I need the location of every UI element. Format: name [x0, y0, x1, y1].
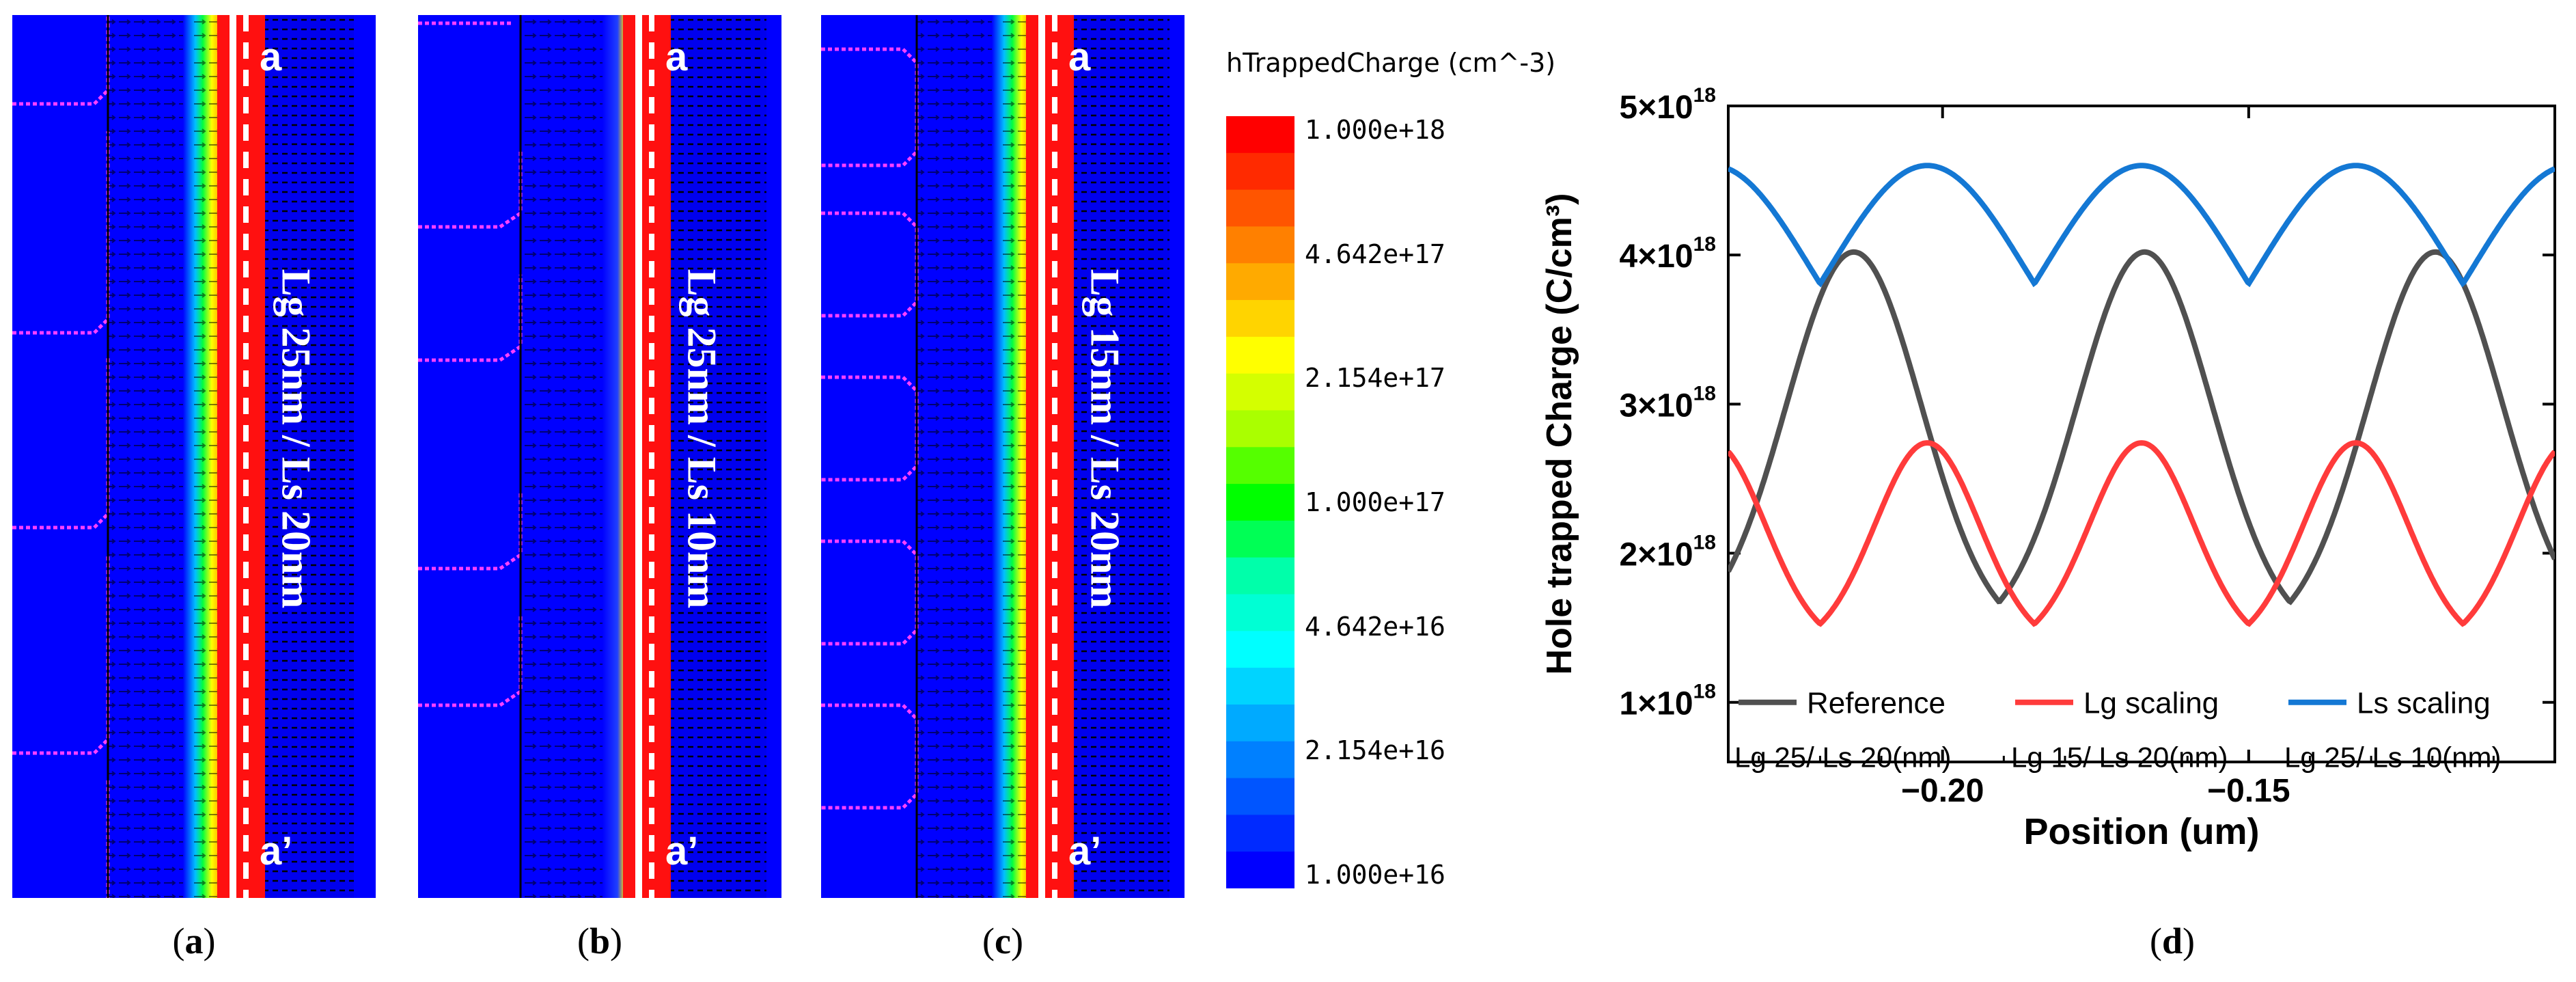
legend-label: Lg scaling	[2083, 687, 2219, 720]
colorbar-tick-label: 4.642e+16	[1305, 611, 1445, 642]
plot-frame	[1727, 105, 2556, 763]
panel-b-device-label: Lg 25nm / Ls 10nm	[679, 269, 725, 609]
colorbar-swatch	[1226, 152, 1294, 191]
colorbar-tick-label: 2.154e+17	[1305, 363, 1445, 394]
simulation-map-a	[12, 15, 376, 898]
legend-sublabel: Lg 15/ Ls 20(nm)	[2011, 741, 2228, 774]
colorbar-swatch	[1226, 300, 1294, 338]
simulation-panel-c: a a’ Lg 15nm / Ls 20nm	[821, 15, 1185, 898]
simulation-panel-b: a a’ Lg 25nm / Ls 10nm	[418, 15, 781, 898]
caption-a: (a)	[172, 920, 216, 961]
panel-b-bottom-label: a’	[665, 829, 699, 873]
panel-b-top-label: a	[665, 35, 688, 79]
colorbar-swatch	[1226, 263, 1294, 301]
colorbar-swatch	[1226, 704, 1294, 742]
caption-a-letter: a	[184, 920, 204, 961]
colorbar-tick-label: 1.000e+18	[1305, 115, 1445, 145]
colorbar-tick-label: 1.000e+16	[1305, 860, 1445, 890]
caption-d-letter: d	[2161, 920, 2183, 961]
legend-sublabel: Lg 25/ Ls 20(nm)	[1734, 741, 1952, 774]
panel-c-bottom-label: a’	[1068, 829, 1102, 873]
caption-d: (d)	[2149, 920, 2195, 961]
colorbar-swatch	[1226, 594, 1294, 631]
colorbar-swatch	[1226, 116, 1294, 154]
colorbar-swatch	[1226, 631, 1294, 668]
colorbar-swatch	[1226, 778, 1294, 815]
panel-c-device-label: Lg 15nm / Ls 20nm	[1082, 269, 1128, 609]
colorbar-swatch	[1226, 668, 1294, 705]
legend-label: Ls scaling	[2357, 687, 2491, 720]
panel-a-device-label: Lg 25nm / Ls 20nm	[273, 269, 319, 609]
y-tick-label: 5×1018	[1620, 84, 1717, 126]
series-line-ls-scaling	[1728, 163, 2555, 288]
caption-c-letter: c	[995, 920, 1011, 961]
colorbar-swatch	[1226, 815, 1294, 852]
simulation-map-c	[821, 15, 1185, 898]
x-axis-label: Position (um)	[2024, 811, 2260, 852]
colorbar-tick-label: 4.642e+17	[1305, 238, 1445, 269]
panel-c-top-label: a	[1068, 35, 1091, 79]
colorbar-title: hTrappedCharge (cm^-3)	[1226, 48, 1556, 78]
colorbar-swatch	[1226, 557, 1294, 595]
simulation-map-b	[418, 15, 781, 898]
colorbar-swatch	[1226, 741, 1294, 779]
panel-a-bottom-label: a’	[260, 829, 293, 873]
panel-a-top-label: a	[260, 35, 282, 79]
series-line-lg-scaling	[1728, 440, 2555, 627]
colorbar-swatch	[1226, 226, 1294, 264]
colorbar-swatch	[1226, 447, 1294, 485]
caption-b: (b)	[577, 920, 622, 961]
simulation-panel-a: a a’ Lg 25nm / Ls 20nm	[12, 15, 376, 898]
x-tick-label: −0.20	[1901, 773, 1984, 809]
legend-sublabel: Lg 25/ Ls 10(nm)	[2284, 741, 2502, 774]
y-tick-label: 2×1018	[1620, 532, 1717, 573]
y-tick-label: 3×1018	[1620, 382, 1717, 424]
y-tick-label: 4×1018	[1620, 233, 1717, 275]
series-line-reference	[1728, 249, 2555, 605]
caption-b-letter: b	[589, 920, 611, 961]
colorbar-swatch	[1226, 189, 1294, 228]
colorbar-swatch	[1226, 410, 1294, 448]
colorbar-tick-label: 2.154e+16	[1305, 735, 1445, 766]
colorbar	[1226, 116, 1294, 888]
chart-d: 1×1018 2×1018 3×1018 4×1018 5×1018 −0.20 −0.15…	[1540, 84, 2556, 852]
colorbar-swatch	[1226, 484, 1294, 521]
y-tick-label: 1×1018	[1620, 681, 1717, 722]
y-axis-label: Hole trapped Charge (C/cm³)	[1540, 193, 1579, 675]
caption-c: (c)	[982, 920, 1023, 961]
colorbar-swatch	[1226, 336, 1294, 374]
x-tick-label: −0.15	[2207, 773, 2290, 809]
legend-label: Reference	[1807, 687, 1945, 720]
colorbar-swatch	[1226, 373, 1294, 411]
colorbar-tick-label: 1.000e+17	[1305, 487, 1445, 517]
colorbar-swatch	[1226, 851, 1294, 888]
colorbar-swatch	[1226, 520, 1294, 558]
